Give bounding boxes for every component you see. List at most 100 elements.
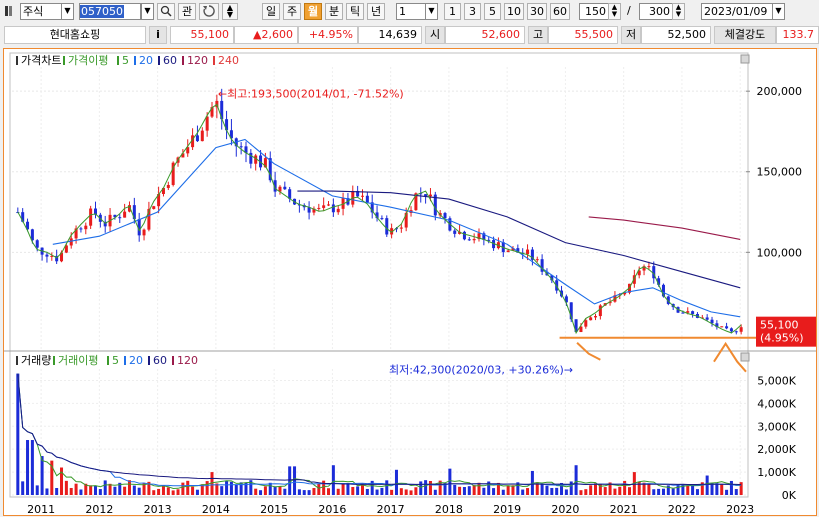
search-button[interactable]	[157, 3, 175, 20]
candle-body	[594, 316, 598, 318]
chart-frame[interactable]: 200,000 150,000 100,000 5,000K 4,000K 3,000K 2…	[3, 48, 817, 516]
volume-bar	[715, 483, 719, 495]
volume-bar	[93, 485, 98, 495]
candle-body	[550, 275, 554, 281]
year-label: 2019	[493, 503, 521, 515]
display-count-input[interactable]: 150	[579, 3, 609, 20]
candle-body	[506, 250, 510, 253]
volume-bar	[191, 486, 195, 495]
legend-marker	[213, 56, 215, 65]
period-tick[interactable]: 틱	[346, 3, 364, 20]
volume-bar	[152, 490, 156, 495]
period-day[interactable]: 일	[262, 3, 280, 20]
interval-1[interactable]: 1	[444, 3, 461, 20]
stock-code-input[interactable]: 057050	[79, 3, 141, 20]
period-week[interactable]: 주	[283, 3, 301, 20]
price-badge-value: 55,100	[760, 319, 799, 332]
volume-bar	[288, 466, 292, 495]
volume-bar	[225, 480, 229, 495]
volume-bar	[545, 485, 549, 495]
chart-svg[interactable]: 200,000 150,000 100,000 5,000K 4,000K 3,000K 2…	[4, 49, 816, 515]
volume-bar	[302, 490, 306, 495]
calendar-dropdown-icon[interactable]: ▼	[772, 3, 785, 20]
volume-bar	[540, 484, 544, 495]
volume-bar	[123, 486, 127, 495]
volume: 14,639	[358, 26, 422, 44]
low-price: 52,500	[641, 26, 711, 44]
interval-10[interactable]: 10	[504, 3, 524, 20]
interval-60[interactable]: 60	[550, 3, 570, 20]
stock-code-text: 057050	[80, 5, 124, 18]
legend-marker	[53, 356, 55, 365]
candle-body	[288, 189, 292, 199]
volume-bar	[113, 486, 117, 495]
volume-bar	[171, 490, 175, 495]
candle-body	[632, 275, 636, 284]
volume-bar	[45, 488, 49, 495]
year-label: 2014	[202, 503, 230, 515]
interest-button[interactable]: 관	[178, 3, 196, 20]
candle-body	[113, 214, 117, 218]
candle-body	[273, 180, 277, 192]
total-count-input[interactable]: 300	[639, 3, 673, 20]
period-year[interactable]: 년	[367, 3, 385, 20]
period-month[interactable]: 월	[304, 3, 322, 20]
volume-bar	[705, 475, 709, 495]
volume-bar	[642, 482, 646, 495]
stock-name[interactable]: 현대홈쇼핑	[4, 26, 146, 44]
volume-tick-label: 5,000K	[757, 374, 796, 387]
interval-5[interactable]: 5	[484, 3, 501, 20]
volume-bar	[360, 484, 364, 495]
price-change: ▲2,600	[234, 26, 298, 44]
candle-body	[69, 238, 73, 246]
candle-body	[263, 158, 267, 168]
interval-3[interactable]: 3	[464, 3, 481, 20]
panel-menu-icon[interactable]	[4, 4, 16, 18]
candle-body	[259, 155, 263, 168]
volume-bar	[734, 489, 738, 495]
candle-body	[341, 198, 345, 209]
candle-body	[419, 193, 423, 195]
market-select[interactable]: 주식	[20, 3, 62, 20]
total-count-stepper[interactable]: ▲ ▼	[672, 3, 685, 20]
candle-body	[647, 266, 651, 268]
volume-bar	[598, 483, 602, 495]
candle-body	[462, 231, 466, 240]
legend-item: 5	[122, 54, 129, 67]
volume-bar	[438, 480, 442, 495]
legend-item: 20	[139, 54, 153, 67]
candle-body	[79, 228, 83, 230]
support-arrow	[576, 341, 601, 361]
volume-bar	[375, 489, 379, 495]
price-tick-label: 200,000	[757, 85, 803, 98]
period-minute[interactable]: 분	[325, 3, 343, 20]
volume-bar	[700, 482, 704, 495]
volume-bar	[50, 460, 54, 495]
ma-120-line	[588, 216, 741, 240]
interval-select[interactable]: 1	[396, 3, 426, 20]
code-dropdown-icon[interactable]: ▼	[141, 3, 154, 20]
market-dropdown-icon[interactable]: ▼	[61, 3, 74, 20]
date-input[interactable]: 2023/01/09	[701, 3, 773, 20]
volume-bar	[671, 488, 675, 495]
candle-body	[171, 162, 175, 185]
candle-body	[516, 248, 520, 253]
panel-minimize-button	[740, 352, 750, 362]
candle-body	[608, 301, 612, 304]
display-count-stepper[interactable]: ▲ ▼	[608, 3, 621, 20]
volume-bar	[307, 490, 311, 495]
legend-item: 가격이평	[68, 54, 108, 67]
interval-30[interactable]: 30	[527, 3, 547, 20]
info-button[interactable]: i	[149, 26, 167, 44]
candle-body	[458, 231, 462, 234]
volume-bar	[487, 481, 491, 495]
refresh-button[interactable]	[199, 3, 219, 20]
volume-bar	[147, 481, 151, 495]
interval-dropdown-icon[interactable]: ▼	[425, 3, 438, 20]
up-down-stepper[interactable]: ▲ ▼	[222, 3, 238, 20]
quote-bar: 현대홈쇼핑 i 55,100 ▲2,600 +4.95% 14,639 시 52…	[0, 25, 819, 45]
candle-body	[589, 317, 593, 321]
candle-body	[317, 207, 321, 209]
panel-minimize-button	[740, 54, 750, 64]
volume-bar	[137, 487, 141, 495]
